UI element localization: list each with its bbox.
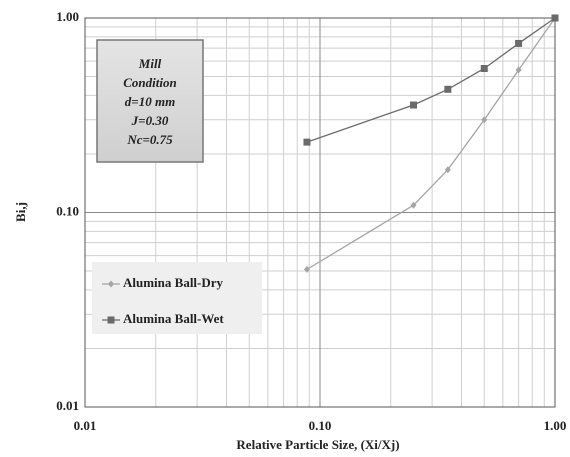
marker [303,138,311,146]
legend-label: Alumina Ball-Dry [123,275,224,290]
annotation-text: Mill [138,56,162,71]
x-tick-label: 0.10 [309,418,332,433]
legend-label: Alumina Ball-Wet [123,311,224,326]
series-line [306,17,556,270]
x-axis-label: Relative Particle Size, (Xi/Xj) [236,437,399,452]
marker [444,166,451,174]
marker [410,101,418,109]
marker [480,64,488,72]
annotation-text: J=0.30 [131,113,169,128]
grid [84,17,556,408]
marker [444,85,452,93]
marker [515,66,522,74]
annotation-text: Nc=0.75 [126,132,173,147]
annotation-text: Condition [123,75,176,90]
y-tick-label: 1.00 [56,9,79,24]
plot [303,14,559,273]
annotation-box [96,39,204,163]
marker [515,39,523,47]
y-tick-label: 0.10 [56,203,79,218]
marker [108,280,114,288]
annotation-text: d=10 mm [125,94,175,109]
y-tick-label: 0.01 [56,398,79,413]
marker [107,316,115,324]
x-tick-label: 1.00 [544,418,567,433]
marker [551,14,559,22]
legend-box [92,262,262,334]
plot-frame [84,17,556,408]
series-line [306,17,556,143]
y-axis-label: Bi,j [13,202,28,222]
marker [410,201,417,209]
marker [303,265,310,273]
x-tick-label: 0.01 [74,418,97,433]
marker [481,116,488,124]
